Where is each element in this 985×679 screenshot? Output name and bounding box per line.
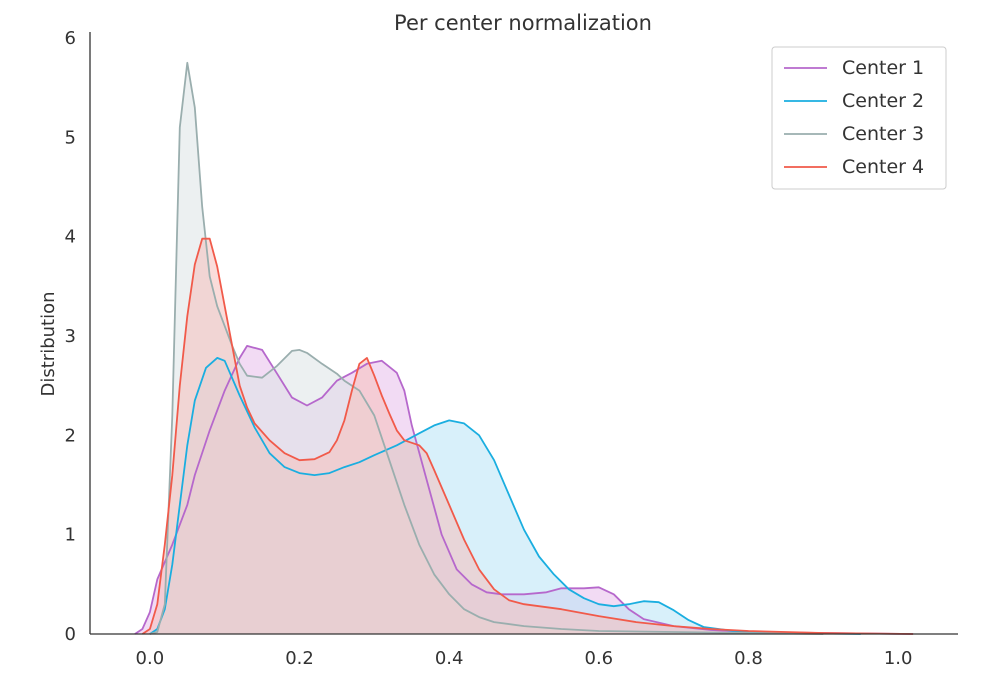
chart-title: Per center normalization — [394, 11, 652, 35]
x-tick-label: 0.6 — [585, 648, 614, 669]
y-axis-label: Distribution — [38, 291, 59, 396]
y-tick-label: 3 — [65, 326, 76, 347]
series-area-4 — [142, 238, 914, 634]
y-tick-label: 0 — [65, 624, 76, 645]
y-tick-label: 4 — [65, 227, 76, 248]
series-line-3 — [149, 61, 824, 635]
axes: 0.0 0.2 0.4 0.6 0.8 1.0 0 1 2 3 4 5 6 — [65, 28, 958, 669]
x-tick-label: 0.4 — [435, 648, 464, 669]
x-tick-label: 0.0 — [136, 648, 165, 669]
series-line-4 — [141, 237, 914, 635]
legend-box — [771, 46, 947, 190]
legend: Center 1 Center 2 Center 3 Center 4 — [771, 46, 947, 190]
series-areas — [134, 62, 914, 635]
y-tick-label: 5 — [65, 127, 76, 148]
series-line-1 — [134, 344, 914, 635]
x-tick-label: 1.0 — [884, 648, 913, 669]
y-tick-label: 2 — [65, 425, 76, 446]
series-line-2 — [149, 356, 861, 635]
x-tick-label: 0.8 — [734, 648, 763, 669]
legend-label-1: Center 1 — [842, 57, 924, 79]
series-lines — [134, 61, 914, 635]
y-tick-label: 1 — [65, 525, 76, 546]
x-tick-label: 0.2 — [285, 648, 314, 669]
legend-label-4: Center 4 — [842, 156, 924, 178]
legend-label-3: Center 3 — [842, 123, 924, 145]
legend-label-2: Center 2 — [842, 90, 924, 112]
y-tick-label: 6 — [65, 28, 76, 49]
